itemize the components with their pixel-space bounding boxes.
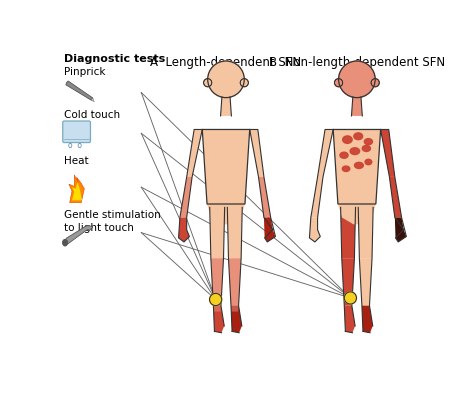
- Ellipse shape: [350, 148, 360, 155]
- Polygon shape: [358, 207, 373, 258]
- Polygon shape: [344, 306, 355, 333]
- Polygon shape: [231, 306, 242, 333]
- Polygon shape: [213, 292, 222, 298]
- Ellipse shape: [362, 145, 371, 151]
- Text: o  o: o o: [68, 141, 82, 150]
- Text: Heat: Heat: [64, 155, 88, 166]
- Polygon shape: [318, 130, 333, 177]
- Polygon shape: [250, 130, 264, 177]
- Polygon shape: [213, 306, 221, 311]
- Polygon shape: [333, 130, 381, 204]
- Polygon shape: [91, 98, 94, 102]
- Text: Pinprick: Pinprick: [64, 67, 105, 77]
- Text: Diagnostic tests: Diagnostic tests: [64, 54, 165, 64]
- Polygon shape: [187, 130, 202, 177]
- Ellipse shape: [343, 136, 352, 143]
- Polygon shape: [231, 306, 238, 311]
- Polygon shape: [342, 258, 355, 306]
- Polygon shape: [228, 207, 242, 258]
- Polygon shape: [264, 217, 275, 242]
- Polygon shape: [180, 177, 192, 217]
- Polygon shape: [229, 272, 240, 278]
- Ellipse shape: [340, 152, 348, 158]
- Polygon shape: [220, 97, 231, 116]
- Polygon shape: [66, 81, 93, 100]
- Circle shape: [335, 79, 343, 87]
- Polygon shape: [362, 306, 373, 333]
- Polygon shape: [211, 272, 223, 278]
- Polygon shape: [231, 299, 239, 305]
- Polygon shape: [310, 217, 320, 242]
- Ellipse shape: [354, 133, 363, 140]
- Polygon shape: [359, 258, 372, 306]
- Ellipse shape: [365, 139, 373, 145]
- Polygon shape: [212, 278, 222, 285]
- Polygon shape: [211, 265, 223, 271]
- Polygon shape: [212, 285, 222, 291]
- Text: A  Length-dependent SFN: A Length-dependent SFN: [150, 56, 301, 69]
- Polygon shape: [258, 177, 271, 217]
- FancyBboxPatch shape: [63, 121, 91, 143]
- Polygon shape: [213, 306, 224, 333]
- Polygon shape: [229, 278, 240, 285]
- Polygon shape: [69, 175, 84, 203]
- Circle shape: [208, 61, 244, 98]
- Polygon shape: [230, 292, 239, 298]
- Ellipse shape: [355, 162, 364, 168]
- Polygon shape: [210, 207, 225, 258]
- Ellipse shape: [365, 159, 372, 165]
- Polygon shape: [311, 177, 323, 217]
- Circle shape: [371, 79, 379, 87]
- Text: Gentle stimulation
to light touch: Gentle stimulation to light touch: [64, 210, 160, 233]
- Circle shape: [240, 79, 248, 87]
- Ellipse shape: [63, 240, 67, 246]
- Polygon shape: [381, 130, 395, 177]
- Polygon shape: [351, 97, 362, 116]
- Polygon shape: [64, 226, 93, 244]
- Polygon shape: [72, 182, 82, 200]
- Polygon shape: [179, 217, 190, 242]
- Polygon shape: [390, 177, 401, 217]
- Circle shape: [204, 79, 212, 87]
- Polygon shape: [207, 204, 245, 224]
- Polygon shape: [341, 207, 356, 258]
- Circle shape: [210, 293, 222, 306]
- Polygon shape: [228, 258, 241, 306]
- Polygon shape: [230, 285, 240, 291]
- Ellipse shape: [342, 166, 350, 171]
- Text: Cold touch: Cold touch: [64, 110, 119, 120]
- Polygon shape: [395, 217, 406, 242]
- Polygon shape: [202, 130, 250, 204]
- Polygon shape: [211, 258, 224, 306]
- Circle shape: [344, 292, 356, 304]
- Polygon shape: [213, 299, 221, 305]
- Text: B  Non-length-dependent SFN: B Non-length-dependent SFN: [269, 56, 445, 69]
- Polygon shape: [338, 204, 376, 224]
- Circle shape: [338, 61, 375, 98]
- Polygon shape: [229, 265, 241, 271]
